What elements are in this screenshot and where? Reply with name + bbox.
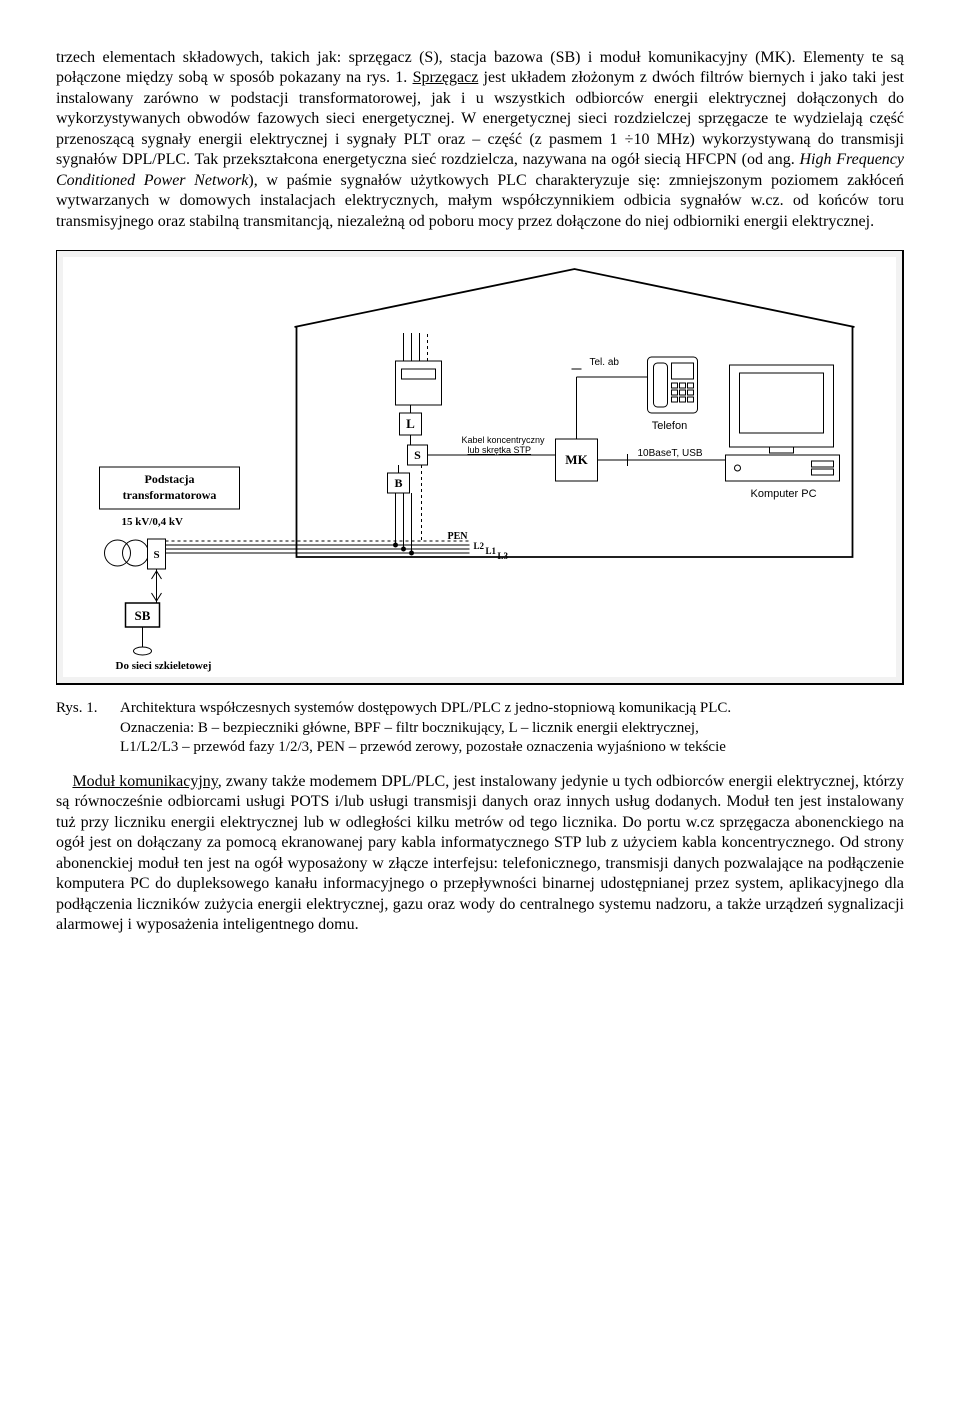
- l3-label: L3: [498, 551, 509, 561]
- s2-label: S: [414, 448, 421, 462]
- kabel-l2: lub skrętka STP: [468, 445, 532, 455]
- kabel-l1: Kabel koncentryczny: [462, 435, 546, 445]
- podstacja-l1: Podstacja: [145, 472, 195, 486]
- b-label: B: [394, 476, 402, 490]
- sb-label: SB: [135, 608, 151, 623]
- computer-icon: [726, 365, 840, 481]
- kv-label: 15 kV/0,4 kV: [122, 516, 183, 528]
- diagram-svg: L S B Kabel koncentryczny lub skrętka ST…: [63, 257, 896, 677]
- paragraph-2: Moduł komunikacyjny, zwany także modemem…: [56, 772, 904, 936]
- caption-label: Rys. 1.: [56, 699, 120, 758]
- substation-box: Podstacja transformatorowa: [100, 467, 240, 509]
- podstacja-l2: transformatorowa: [123, 488, 217, 502]
- p2-underline: Moduł komunikacyjny: [72, 773, 217, 790]
- mk-label: MK: [565, 452, 588, 467]
- caption-line3: L1/L2/L3 – przewód fazy 1/2/3, PEN – prz…: [120, 739, 726, 755]
- l-label: L: [406, 416, 415, 431]
- pc-label: Komputer PC: [750, 488, 816, 500]
- figure-1: L S B Kabel koncentryczny lub skrętka ST…: [56, 250, 904, 685]
- l1-label: L1: [486, 546, 497, 556]
- xfmr-c2: [123, 540, 149, 566]
- paragraph-1: trzech elementach składowych, takich jak…: [56, 48, 904, 232]
- caption-line2: Oznaczenia: B – bezpieczniki główne, BPF…: [120, 720, 699, 736]
- tenbase-label: 10BaseT, USB: [638, 448, 703, 459]
- l2-label: L2: [474, 541, 485, 551]
- telefon-label: Telefon: [652, 420, 687, 432]
- p2-body: , zwany także modemem DPL/PLC, jest inst…: [56, 773, 904, 933]
- p1-underline: Sprzęgacz: [413, 69, 479, 86]
- caption-line1: Architektura współczesnych systemów dost…: [120, 700, 731, 716]
- do-sieci-label: Do sieci szkieletowej: [116, 660, 212, 672]
- figure-caption: Rys. 1. Architektura współczesnych syste…: [56, 699, 904, 758]
- pen-label: PEN: [448, 531, 469, 542]
- s1-label: S: [153, 549, 159, 561]
- meter-icon: [396, 333, 442, 405]
- telephone-icon: [648, 357, 698, 413]
- figure-canvas: L S B Kabel koncentryczny lub skrętka ST…: [63, 257, 896, 677]
- figure-frame: L S B Kabel koncentryczny lub skrętka ST…: [56, 250, 904, 685]
- telab-label: Tel. ab: [590, 357, 620, 368]
